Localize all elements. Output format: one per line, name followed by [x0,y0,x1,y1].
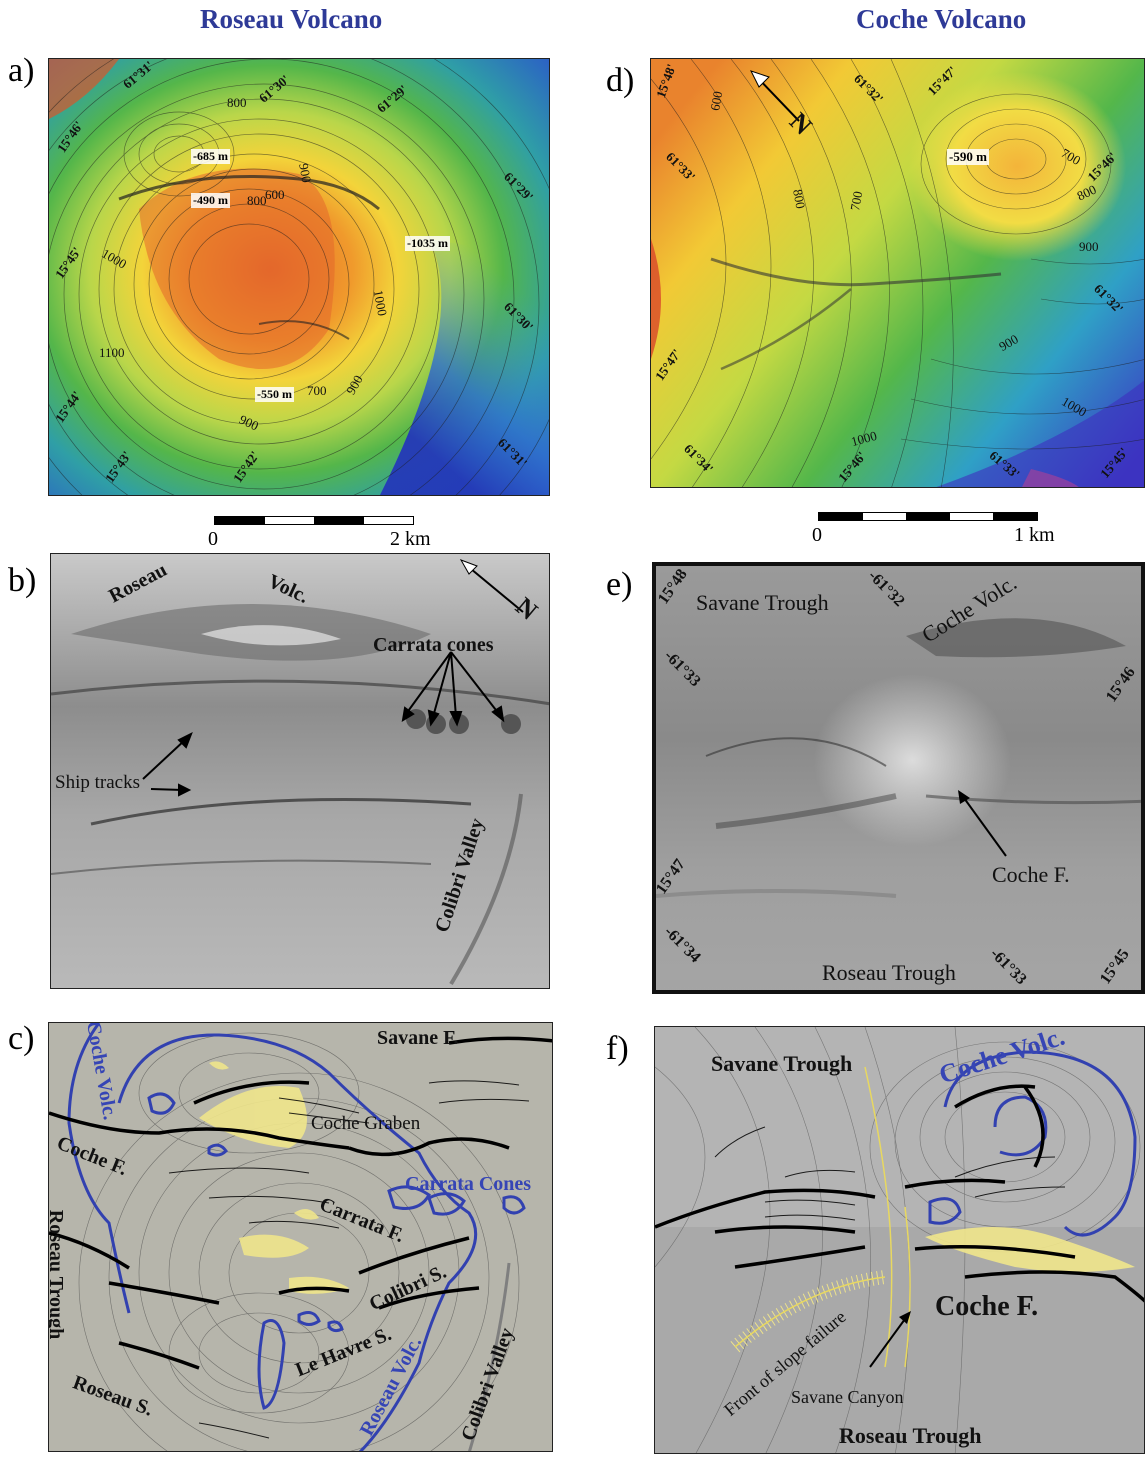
panel-b-backscatter-map: Roseau Volc. Carrata cones Ship tracks C… [50,553,550,989]
scale-bar-left: 0 2 km [208,516,431,550]
label-roseau-trough: Roseau Trough [822,960,956,985]
label-savane-trough: Savane Trough [696,590,829,615]
scale-end-label: 2 km [390,528,431,550]
panel-c-relief [49,1023,552,1451]
contour-label: 600 [265,187,285,202]
contour-label: 900 [1079,239,1099,254]
title-roseau: Roseau Volcano [200,4,383,34]
label-carrata-cones: Carrata Cones [405,1173,532,1195]
contour-label: 800 [247,193,267,208]
scale-start-label: 0 [208,528,218,550]
contour-label: 1100 [99,345,125,360]
depth-label: -685 m [191,149,230,164]
scale-bar-right: 0 1 km [812,512,1055,546]
label-coche-fault: Coche F. [935,1291,1039,1322]
label-roseau-trough: Roseau Trough [839,1423,982,1448]
panel-d-relief [651,59,1144,487]
arrow-icon [869,1311,911,1368]
label-ship-tracks: Ship tracks [55,772,140,793]
panel-a-bathymetry-map: -685 m -490 m -1035 m -550 m 800 900 100… [48,58,550,496]
panel-label-b: b) [8,562,37,599]
title-coche: Coche Volcano [856,4,1027,34]
scale-start-label: 0 [812,524,822,546]
label-savane-trough: Savane Trough [711,1051,853,1076]
label-savane-fault: Savane F. [377,1027,459,1049]
arrow-group [142,651,505,797]
label-coche-graben: Coche Graben [311,1113,421,1134]
contour-label: 900 [296,162,315,184]
panel-b-relief [51,554,549,988]
arrow-icon [958,790,1007,857]
contour-label: 800 [227,95,247,110]
panel-label-d: d) [606,62,635,99]
panel-a-relief [49,59,549,495]
contour-label: 800 [790,188,809,210]
contour-label: 600 [707,90,726,112]
panel-e-backscatter-map: Savane Trough Coche Volc. Coche F. Rosea… [652,562,1145,994]
panel-f-interpretation-map: Savane Trough Coche Volc. Coche F. Front… [654,1026,1145,1454]
depth-label: -490 m [191,193,230,208]
label-coche-fault: Coche F. [992,862,1070,887]
contour-label: 700 [307,383,327,398]
panel-c-interpretation-map: Savane F. Coche Volc. Coche Graben Coche… [48,1022,553,1452]
north-arrow-icon [750,70,800,122]
panel-label-e: e) [606,566,633,603]
scale-end-label: 1 km [1014,524,1055,546]
panel-e-relief [656,566,1141,990]
label-savane-canyon: Savane Canyon [791,1387,904,1407]
panel-d-bathymetry-map: -590 m N 600 700 800 700 800 900 900 100… [650,58,1145,488]
panel-label-c: c) [8,1020,35,1057]
depth-label: -550 m [255,387,294,402]
depth-label: -590 m [947,149,989,165]
label-carrata-cones: Carrata cones [373,634,494,656]
label-roseau-trough: Roseau Trough [48,1209,68,1340]
panel-label-f: f) [606,1030,629,1067]
panel-f-relief [655,1027,1144,1453]
north-arrow-icon [459,559,524,613]
depth-label: -1035 m [405,236,450,251]
panel-label-a: a) [8,52,35,89]
contour-label: 700 [847,190,866,212]
